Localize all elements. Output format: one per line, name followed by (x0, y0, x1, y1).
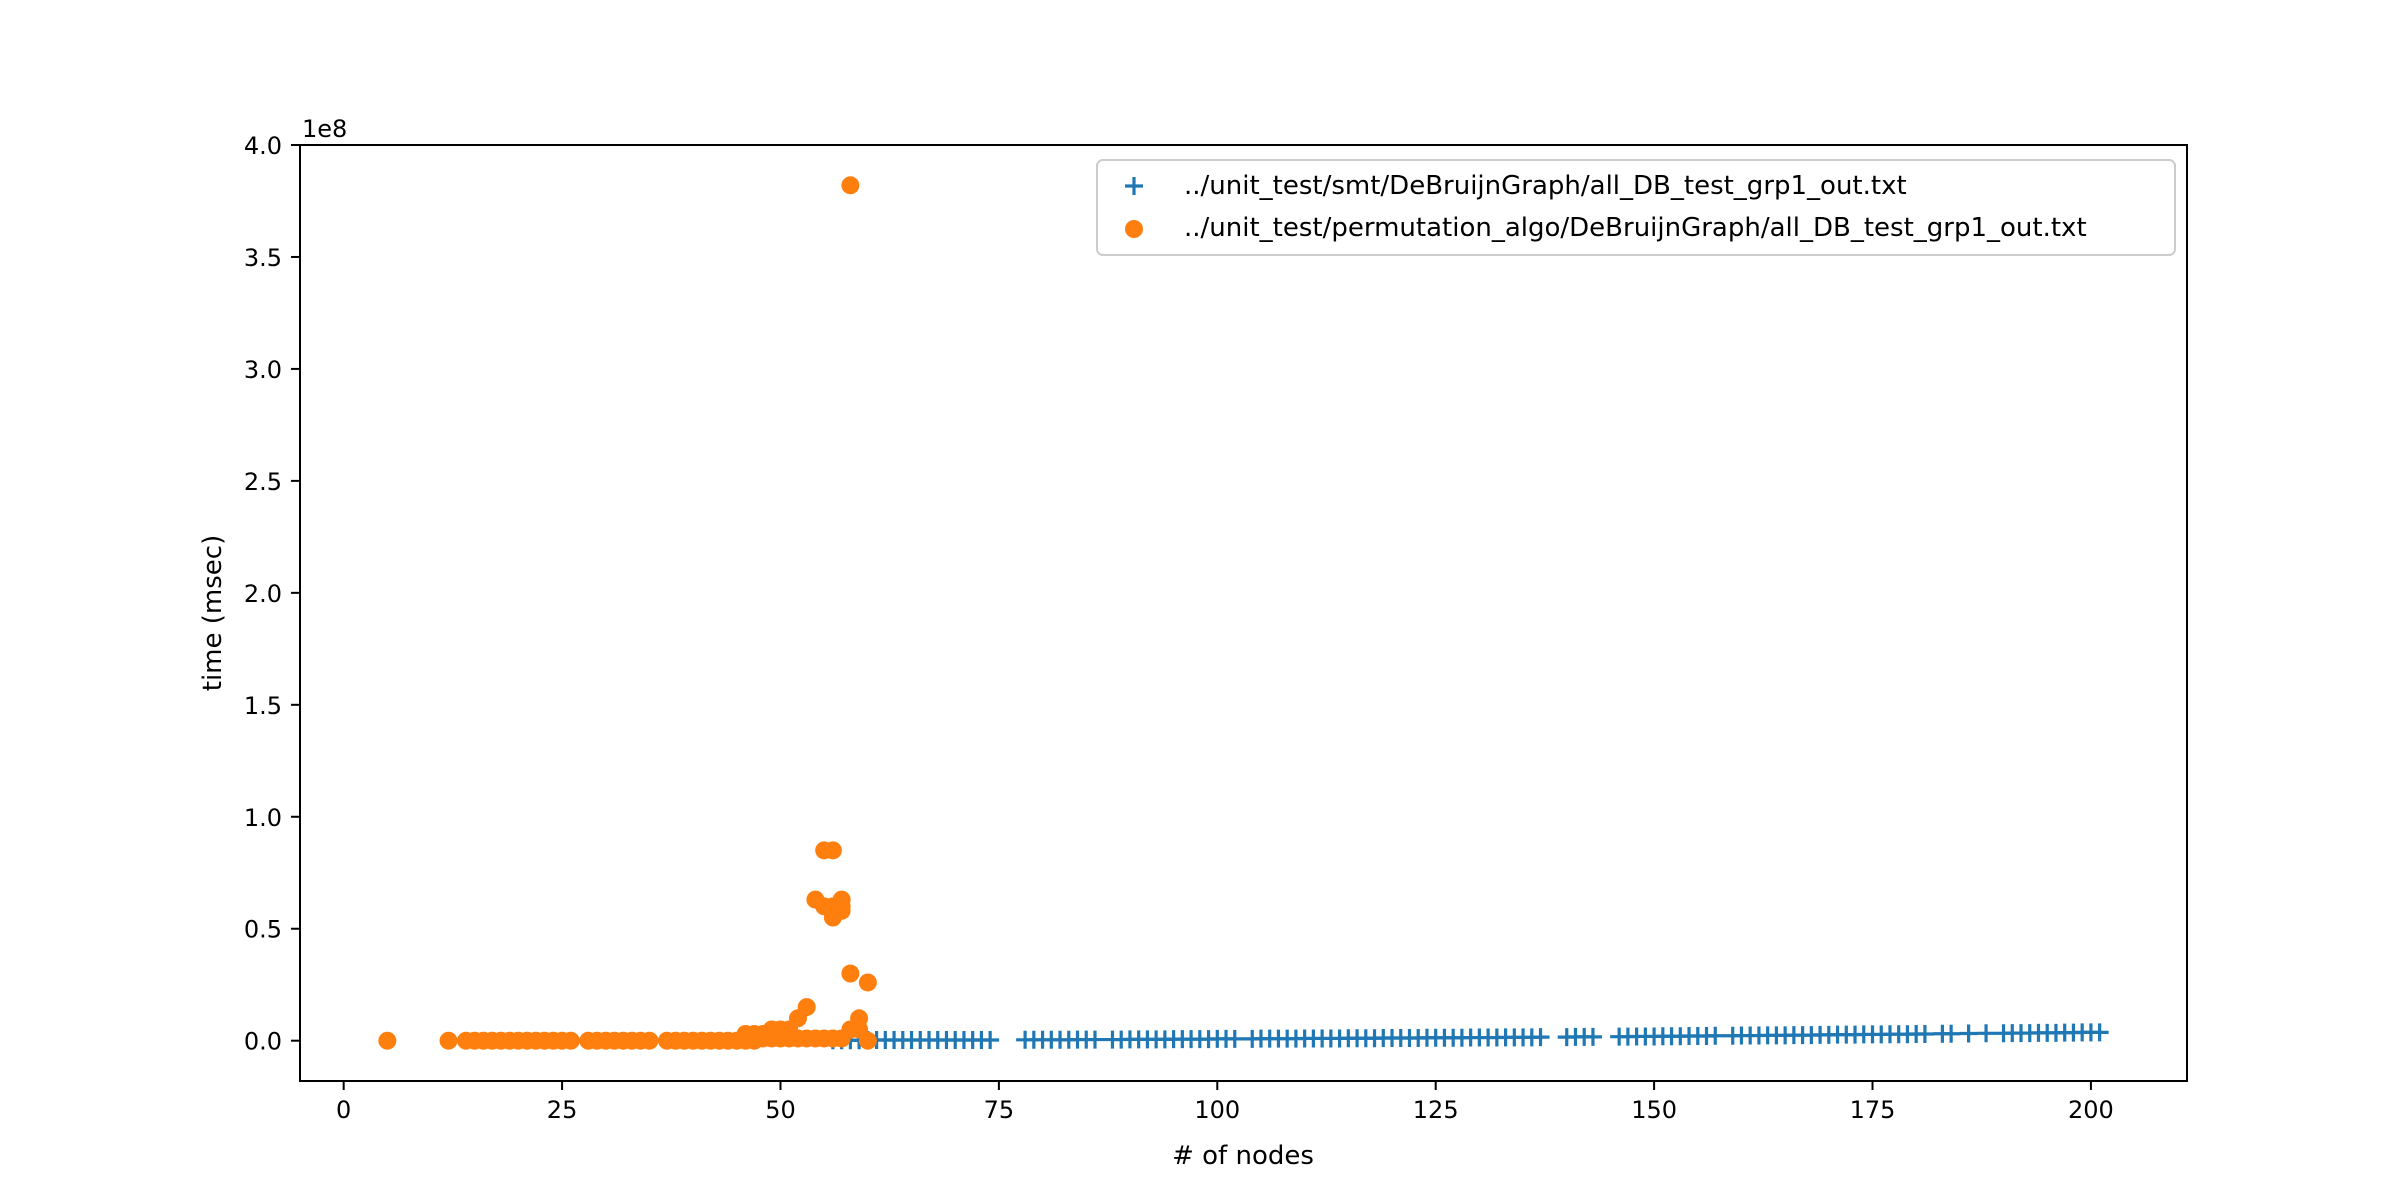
data-point (378, 1031, 397, 1050)
y-tick-label: 3.5 (244, 244, 282, 272)
legend-label-smt: ../unit_test/smt/DeBruijnGraph/all_DB_te… (1184, 171, 1907, 201)
data-point (797, 998, 816, 1017)
data-point (439, 1031, 458, 1050)
y-tick-label: 1.0 (244, 804, 282, 832)
y-offset-label: 1e8 (302, 115, 347, 143)
y-tick-label: 2.0 (244, 580, 282, 608)
y-tick-label: 0.5 (244, 916, 282, 944)
data-point (1531, 1028, 1550, 1047)
data-point (850, 1009, 869, 1028)
y-tick-label: 1.5 (244, 692, 282, 720)
data-point (841, 964, 860, 983)
legend-marker-permutation (1125, 220, 1143, 238)
data-point (858, 973, 877, 992)
data-point (1915, 1024, 1934, 1043)
legend-label-permutation: ../unit_test/permutation_algo/DeBruijnGr… (1184, 213, 2087, 243)
data-point (1706, 1026, 1725, 1045)
x-tick-label: 75 (984, 1096, 1015, 1124)
data-point (1942, 1024, 1961, 1043)
data-point (823, 841, 842, 860)
legend-marker-smt (1125, 177, 1143, 195)
data-point (1085, 1030, 1104, 1049)
legend-box (1096, 159, 2176, 256)
y-axis: 0.0 0.5 1.0 1.5 2.0 2.5 3.0 3.5 4.0 (244, 132, 300, 1056)
data-point (2090, 1023, 2109, 1042)
data-point (1977, 1024, 1996, 1043)
data-point (981, 1031, 1000, 1050)
data-point (561, 1031, 580, 1050)
series-1 (378, 176, 877, 1050)
data-point (832, 890, 851, 909)
x-tick-label: 25 (547, 1096, 578, 1124)
data-point (841, 176, 860, 195)
x-tick-label: 150 (1631, 1096, 1677, 1124)
data-point (858, 1031, 877, 1050)
y-tick-label: 0.0 (244, 1028, 282, 1056)
legend: ../unit_test/smt/DeBruijnGraph/all_DB_te… (1096, 159, 2176, 256)
y-tick-label: 4.0 (244, 132, 282, 160)
y-tick-label: 3.0 (244, 356, 282, 384)
y-axis-label: time (msec) (198, 535, 228, 691)
x-tick-label: 200 (2068, 1096, 2114, 1124)
x-tick-label: 100 (1194, 1096, 1240, 1124)
plot-frame (299, 144, 2188, 1082)
x-tick-label: 175 (1850, 1096, 1896, 1124)
x-axis-label: # of nodes (1172, 1141, 1314, 1171)
data-point (1583, 1027, 1602, 1046)
data-point (640, 1031, 659, 1050)
data-point (1959, 1024, 1978, 1043)
x-tick-label: 125 (1413, 1096, 1459, 1124)
x-tick-label: 0 (336, 1096, 351, 1124)
data-point (1225, 1029, 1244, 1048)
y-tick-label: 2.5 (244, 468, 282, 496)
x-axis: 0 25 50 75 100 125 150 175 200 (336, 1081, 2114, 1124)
data-marks (378, 176, 2109, 1050)
x-tick-label: 50 (765, 1096, 796, 1124)
